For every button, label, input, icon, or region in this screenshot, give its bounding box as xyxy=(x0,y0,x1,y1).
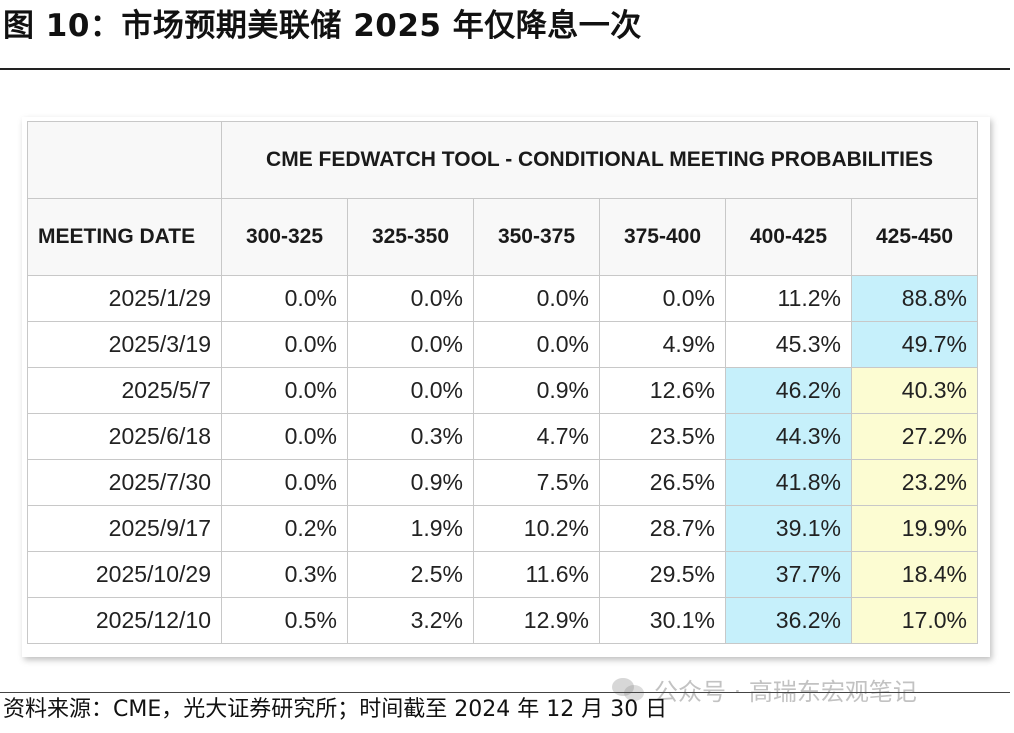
probability-cell: 4.9% xyxy=(599,321,726,368)
meeting-date-cell: 2025/6/18 xyxy=(27,413,222,460)
probability-cell: 88.8% xyxy=(850,275,979,322)
probability-cell: 11.2% xyxy=(725,275,852,322)
fedwatch-table-frame: CME FEDWATCH TOOL - CONDITIONAL MEETING … xyxy=(22,117,990,657)
probability-cell: 29.5% xyxy=(599,551,726,598)
probability-cell: 4.7% xyxy=(473,413,600,460)
probability-cell: 0.5% xyxy=(221,597,348,644)
meeting-date-cell: 2025/7/30 xyxy=(27,459,222,506)
probability-cell: 12.6% xyxy=(599,367,726,414)
table-row: 2025/5/7 0.0% 0.0% 0.9% 12.6% 46.2% 40.3% xyxy=(27,367,979,414)
probability-cell: 0.0% xyxy=(221,321,348,368)
column-header: 375-400 xyxy=(599,198,726,276)
probability-cell: 30.1% xyxy=(599,597,726,644)
column-header: 400-425 xyxy=(725,198,852,276)
probability-cell: 3.2% xyxy=(347,597,474,644)
column-header: 425-450 xyxy=(850,198,979,276)
table-title-row: CME FEDWATCH TOOL - CONDITIONAL MEETING … xyxy=(27,121,979,199)
meeting-date-cell: 2025/5/7 xyxy=(27,367,222,414)
probability-cell: 12.9% xyxy=(473,597,600,644)
probability-cell: 28.7% xyxy=(599,505,726,552)
probability-cell: 1.9% xyxy=(347,505,474,552)
probability-cell: 17.0% xyxy=(850,597,979,644)
probability-cell: 0.0% xyxy=(347,275,474,322)
probability-cell: 0.9% xyxy=(347,459,474,506)
probability-cell: 36.2% xyxy=(725,597,852,644)
table-row: 2025/3/19 0.0% 0.0% 0.0% 4.9% 45.3% 49.7% xyxy=(27,321,979,368)
probability-cell: 23.5% xyxy=(599,413,726,460)
meeting-date-cell: 2025/10/29 xyxy=(27,551,222,598)
probability-cell: 39.1% xyxy=(725,505,852,552)
probability-cell: 46.2% xyxy=(725,367,852,414)
meeting-date-cell: 2025/3/19 xyxy=(27,321,222,368)
probability-cell: 0.0% xyxy=(221,413,348,460)
probability-cell: 11.6% xyxy=(473,551,600,598)
fedwatch-table: CME FEDWATCH TOOL - CONDITIONAL MEETING … xyxy=(27,121,979,644)
table-row: 2025/7/30 0.0% 0.9% 7.5% 26.5% 41.8% 23.2% xyxy=(27,459,979,506)
probability-cell: 40.3% xyxy=(850,367,979,414)
probability-cell: 26.5% xyxy=(599,459,726,506)
probability-cell: 49.7% xyxy=(850,321,979,368)
probability-cell: 0.0% xyxy=(347,367,474,414)
probability-cell: 19.9% xyxy=(850,505,979,552)
table-row: 2025/9/17 0.2% 1.9% 10.2% 28.7% 39.1% 19.9% xyxy=(27,505,979,552)
probability-cell: 2.5% xyxy=(347,551,474,598)
probability-cell: 0.0% xyxy=(221,367,348,414)
probability-cell: 0.9% xyxy=(473,367,600,414)
bottom-divider xyxy=(0,692,1010,693)
top-divider xyxy=(0,68,1010,70)
table-row: 2025/12/10 0.5% 3.2% 12.9% 30.1% 36.2% 17.0% xyxy=(27,597,979,644)
probability-cell: 37.7% xyxy=(725,551,852,598)
probability-cell: 7.5% xyxy=(473,459,600,506)
probability-cell: 41.8% xyxy=(725,459,852,506)
column-header: 350-375 xyxy=(473,198,600,276)
meeting-date-header: MEETING DATE xyxy=(27,198,222,276)
probability-cell: 0.0% xyxy=(221,459,348,506)
column-header-row: MEETING DATE 300-325 325-350 350-375 375… xyxy=(27,198,979,276)
table-row: 2025/10/29 0.3% 2.5% 11.6% 29.5% 37.7% 18.4% xyxy=(27,551,979,598)
column-header: 300-325 xyxy=(221,198,348,276)
probability-cell: 27.2% xyxy=(850,413,979,460)
table-title: CME FEDWATCH TOOL - CONDITIONAL MEETING … xyxy=(220,121,979,199)
probability-cell: 0.0% xyxy=(221,275,348,322)
meeting-date-cell: 2025/12/10 xyxy=(27,597,222,644)
watermark-text: 公众号 · 高瑞东宏观笔记 xyxy=(654,678,917,706)
probability-cell: 0.3% xyxy=(221,551,348,598)
probability-cell: 23.2% xyxy=(850,459,979,506)
meeting-date-cell: 2025/1/29 xyxy=(27,275,222,322)
probability-cell: 44.3% xyxy=(725,413,852,460)
probability-cell: 45.3% xyxy=(725,321,852,368)
probability-cell: 0.0% xyxy=(473,321,600,368)
table-row: 2025/6/18 0.0% 0.3% 4.7% 23.5% 44.3% 27.2% xyxy=(27,413,979,460)
column-header: 325-350 xyxy=(347,198,474,276)
probability-cell: 0.0% xyxy=(599,275,726,322)
probability-cell: 10.2% xyxy=(473,505,600,552)
figure-title: 图 10：市场预期美联储 2025 年仅降息一次 xyxy=(3,8,642,44)
corner-cell xyxy=(27,121,222,199)
probability-cell: 0.3% xyxy=(347,413,474,460)
probability-cell: 18.4% xyxy=(850,551,979,598)
source-note: 资料来源：CME，光大证券研究所；时间截至 2024 年 12 月 30 日 xyxy=(3,697,668,722)
probability-cell: 0.2% xyxy=(221,505,348,552)
probability-cell: 0.0% xyxy=(347,321,474,368)
meeting-date-cell: 2025/9/17 xyxy=(27,505,222,552)
probability-cell: 0.0% xyxy=(473,275,600,322)
table-row: 2025/1/29 0.0% 0.0% 0.0% 0.0% 11.2% 88.8% xyxy=(27,275,979,322)
